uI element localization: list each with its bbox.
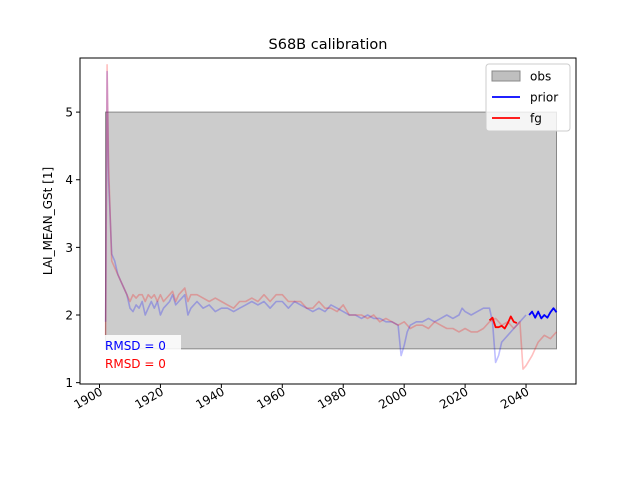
rmsd-annotation: RMSD = 0 (105, 339, 166, 353)
series-line-fg (104, 64, 558, 370)
y-tick-label: 3 (65, 241, 73, 255)
rmsd-annotation: RMSD = 0 (105, 357, 166, 371)
chart-title: S68B calibration (269, 37, 388, 53)
legend-swatch-obs (491, 70, 521, 82)
plot-area (104, 64, 558, 370)
annotations: RMSD = 0 RMSD = 0 (101, 335, 181, 371)
legend-label-obs: obs (530, 70, 551, 84)
y-tick-label: 2 (65, 309, 73, 323)
axes-frame (79, 57, 577, 385)
y-tick-label: 5 (65, 106, 73, 120)
y-tick-label: 1 (65, 376, 73, 390)
y-tick-label: 4 (65, 173, 73, 187)
series-line-prior (104, 70, 527, 364)
annotation-background (101, 335, 181, 353)
legend-label-prior: prior (530, 91, 558, 105)
y-axis-label: LAI_MEAN_GSt [1] (41, 167, 55, 275)
obs-band (105, 111, 558, 350)
series-line-prior-highlight (528, 307, 558, 320)
series-line-fg-highlight (488, 315, 518, 330)
legend: obs prior fg (485, 63, 571, 132)
legend-label-fg: fg (530, 112, 542, 126)
